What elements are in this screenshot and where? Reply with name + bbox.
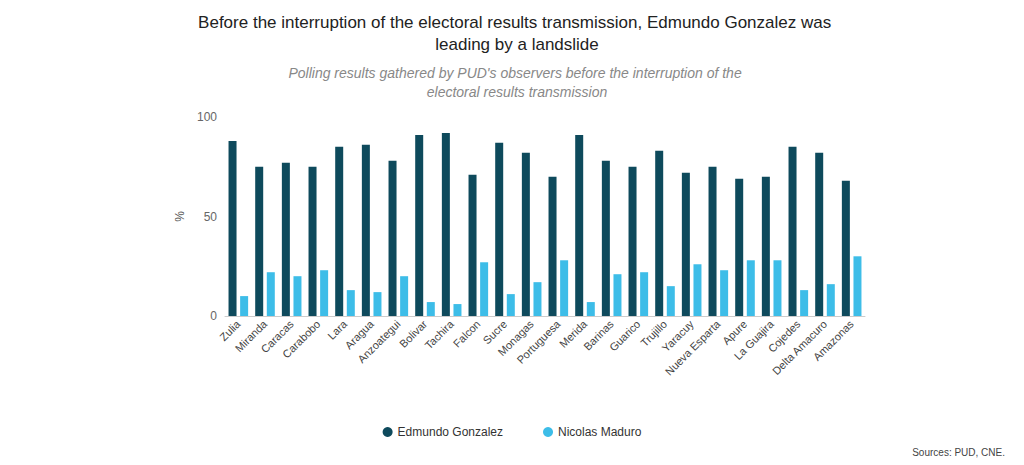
svg-text:Aragua: Aragua [342,317,376,352]
svg-text:Barinas: Barinas [581,317,616,353]
svg-text:Cojedes: Cojedes [765,317,803,355]
svg-text:leading by a landslide: leading by a landslide [435,35,599,54]
svg-text:La Guajira: La Guajira [732,317,777,362]
svg-text:Nicolas Maduro: Nicolas Maduro [558,425,642,439]
svg-text:50: 50 [204,210,218,224]
svg-text:Carabobo: Carabobo [280,318,323,361]
svg-text:Delta Amacuro: Delta Amacuro [769,317,830,378]
svg-text:Trujillo: Trujillo [638,317,670,349]
svg-text:Anzoategui: Anzoategui [355,318,402,365]
svg-text:electoral results transmission: electoral results transmission [427,84,608,100]
svg-text:Edmundo Gonzalez: Edmundo Gonzalez [398,425,503,439]
svg-text:100: 100 [197,110,217,124]
svg-text:%: % [173,211,187,222]
svg-text:Portuguesa: Portuguesa [514,317,563,366]
svg-text:Falcon: Falcon [451,318,483,350]
svg-text:Sucre: Sucre [480,317,510,347]
svg-text:Guarico: Guarico [607,318,643,354]
svg-text:Caracas: Caracas [258,317,296,356]
svg-text:Merida: Merida [557,317,590,350]
svg-text:0: 0 [210,309,217,323]
svg-text:Polling results gathered by PU: Polling results gathered by PUD's observ… [288,65,745,81]
svg-text:Apure: Apure [720,317,750,347]
svg-text:Monagas: Monagas [495,317,536,359]
svg-text:Zulia: Zulia [217,317,243,344]
svg-text:Tachira: Tachira [422,317,456,351]
svg-text:Miranda: Miranda [232,317,270,355]
svg-text:Lara: Lara [325,317,350,342]
svg-text:Sources: PUD, CNE.: Sources: PUD, CNE. [912,447,1005,458]
svg-text:Before the interruption of the: Before the interruption of the electoral… [198,13,836,32]
svg-text:Amazonas: Amazonas [811,317,857,363]
svg-text:Nueva Esparta: Nueva Esparta [663,317,723,377]
svg-text:Bolivar: Bolivar [397,317,430,350]
svg-text:Yaracuy: Yaracuy [659,317,696,355]
